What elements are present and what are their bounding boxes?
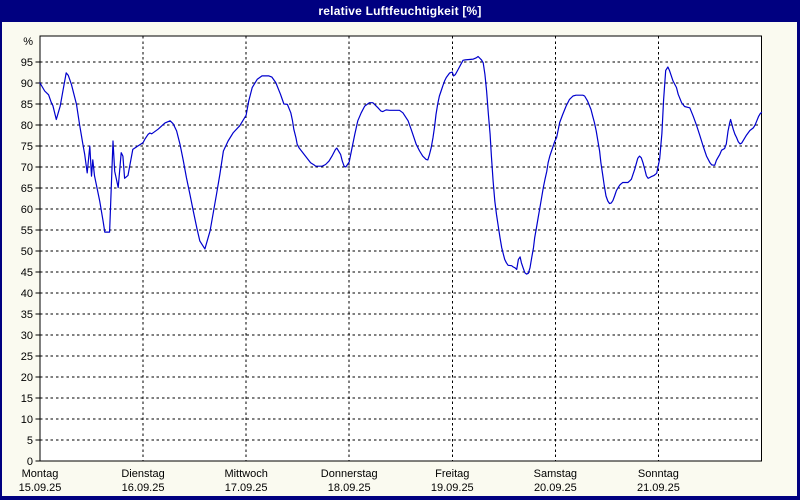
- y-axis-label: 50: [21, 246, 33, 258]
- y-axis-label: 0: [27, 456, 33, 468]
- y-axis-label: 15: [21, 393, 33, 405]
- y-axis-label: 25: [21, 351, 33, 363]
- humidity-chart: 0 5 10 15 20 25 30 35 40 45 50 55 60 65 70 75 80 85 90 95% M…: [2, 22, 797, 496]
- day-name-label: Dienstag: [121, 468, 164, 480]
- y-axis-label: 40: [21, 288, 33, 300]
- day-name-label: Montag: [22, 468, 59, 480]
- plot-background: [40, 36, 762, 461]
- y-axis-label: 45: [21, 267, 33, 279]
- y-axis-label: 80: [21, 120, 33, 132]
- day-date-label: 16.09.25: [122, 482, 165, 494]
- day-date-label: 19.09.25: [431, 482, 474, 494]
- day-date-label: 15.09.25: [19, 482, 62, 494]
- y-axis-label: 90: [21, 78, 33, 90]
- window-title: relative Luftfeuchtigkeit [%]: [318, 4, 482, 18]
- day-name-label: Donnerstag: [321, 468, 378, 480]
- y-axis-label: 35: [21, 309, 33, 321]
- humidity-curve: [39, 55, 763, 275]
- day-name-label: Samstag: [534, 468, 577, 480]
- y-axis-label: 65: [21, 183, 33, 195]
- y-axis-label: 95: [21, 57, 33, 69]
- y-axis-label: 5: [27, 435, 33, 447]
- title-bar: relative Luftfeuchtigkeit [%]: [0, 0, 800, 22]
- day-date-label: 17.09.25: [225, 482, 268, 494]
- y-axis-label: 20: [21, 372, 33, 384]
- y-axis-label: 10: [21, 414, 33, 426]
- y-axis-unit-label: %: [23, 36, 33, 48]
- y-axis-label: 75: [21, 141, 33, 153]
- plot-border: [39, 35, 763, 462]
- day-date-label: 18.09.25: [328, 482, 371, 494]
- y-axis-label: 30: [21, 330, 33, 342]
- y-axis-label: 55: [21, 225, 33, 237]
- day-date-label: 21.09.25: [637, 482, 680, 494]
- day-date-label: 20.09.25: [534, 482, 577, 494]
- y-axis-label: 70: [21, 162, 33, 174]
- day-name-label: Sonntag: [638, 468, 679, 480]
- day-name-label: Mittwoch: [224, 468, 267, 480]
- day-name-label: Freitag: [435, 468, 469, 480]
- y-axis-label: 85: [21, 99, 33, 111]
- y-axis-label: 60: [21, 204, 33, 216]
